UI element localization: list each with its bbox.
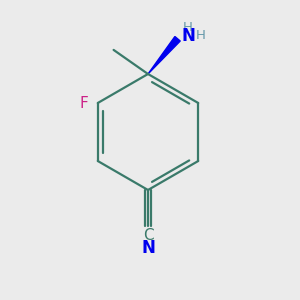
Text: C: C xyxy=(143,227,153,242)
Text: N: N xyxy=(141,239,155,257)
Text: H: H xyxy=(196,29,206,42)
Polygon shape xyxy=(148,37,180,74)
Text: F: F xyxy=(80,95,88,110)
Text: H: H xyxy=(183,21,193,34)
Text: N: N xyxy=(182,27,196,45)
